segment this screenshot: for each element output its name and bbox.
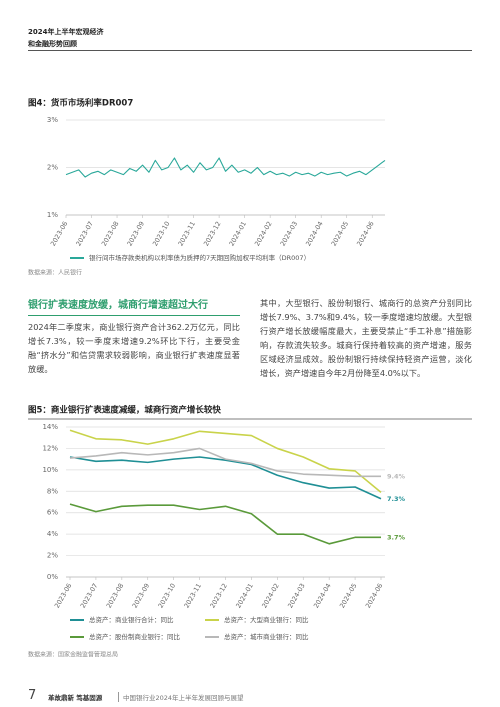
x-tick-label: 2024-03 — [286, 582, 307, 610]
series-line — [69, 503, 381, 545]
x-tick-label: 2023-09 — [126, 220, 147, 248]
x-tick-label: 2023-09 — [131, 582, 152, 610]
section-heading: 银行扩表速度放缓，城商行增速超过大行 — [28, 296, 240, 316]
header-line1: 2024年上半年宏观经济 — [28, 28, 104, 36]
chart-bank-assets: 图5：商业银行扩表速度减缓，城商行资产增长较快 数据来源：国家金融监督管理总局 … — [28, 405, 472, 659]
x-tick-label: 2024-05 — [338, 582, 359, 610]
series-line — [69, 456, 382, 500]
footer-slogan: 革故鼎新 笃基固源 — [48, 694, 103, 702]
x-tick-label: 2024-02 — [260, 582, 281, 610]
source-note: 数据来源：国家金融监督管理总局 — [28, 651, 118, 659]
legend-label: 总资产：股份制商业银行：同比 — [89, 632, 181, 641]
y-tick-label: 8% — [47, 487, 58, 495]
series-line — [69, 447, 381, 478]
y-tick-label: 4% — [47, 530, 58, 538]
x-tick-label: 2023-11 — [183, 582, 204, 610]
footer-title: 中国银行业2024年上半年发展回顾与展望 — [118, 692, 244, 702]
y-tick-label: 1% — [47, 211, 58, 219]
x-tick-label: 2023-11 — [177, 220, 198, 248]
x-tick-label: 2024-06 — [364, 582, 385, 610]
x-tick-label: 2023-07 — [74, 220, 95, 248]
x-tick-label: 2024-04 — [304, 220, 325, 248]
series-line — [65, 157, 386, 178]
paragraph: 2024年二季度末，商业银行资产合计362.2万亿元，同比增长7.3%，较一季度… — [28, 322, 240, 374]
x-tick-label: 2024-04 — [312, 582, 333, 610]
paragraph: 其中，大型银行、股份制银行、城商行的总资产分别同比增长7.9%、3.7%和9.4… — [260, 298, 472, 378]
chart-title: 图4：货币市场利率DR007 — [28, 98, 133, 109]
y-tick-label: 2% — [47, 164, 58, 172]
header-rule — [28, 50, 472, 51]
y-tick-label: 10% — [42, 466, 58, 474]
y-tick-label: 6% — [47, 509, 58, 517]
legend-label: 银行间市场存款类机构以利率债为质押的7天期回购加权平均利率（DR007） — [89, 253, 310, 262]
x-tick-label: 2024-06 — [355, 220, 376, 248]
x-tick-label: 2023-06 — [53, 582, 74, 610]
x-tick-label: 2023-10 — [157, 582, 178, 610]
y-tick-label: 0% — [47, 573, 58, 581]
value-label: 9.4% — [387, 472, 406, 480]
x-tick-label: 2023-07 — [79, 582, 100, 610]
x-tick-label: 2023-10 — [151, 220, 172, 248]
x-tick-label: 2024-01 — [228, 220, 249, 248]
source-note: 数据来源：人民银行 — [28, 269, 82, 277]
x-tick-label: 2023-12 — [202, 220, 223, 248]
x-tick-label: 2024-03 — [279, 220, 300, 248]
y-tick-label: 2% — [47, 552, 58, 560]
chart-dr007: 图4：货币市场利率DR007 数据来源：人民银行 1%2%3%2023-06 20… — [28, 98, 386, 277]
series-line — [69, 429, 382, 493]
x-tick-label: 2024-01 — [234, 582, 255, 610]
header-line2: 和金融形势回顾 — [28, 40, 77, 48]
x-tick-label: 2024-05 — [330, 220, 351, 248]
value-label: 7.3% — [387, 495, 406, 503]
x-tick-label: 2023-08 — [100, 220, 121, 248]
value-label: 3.7% — [387, 533, 406, 541]
x-tick-label: 2024-02 — [253, 220, 274, 248]
y-tick-label: 14% — [42, 423, 58, 431]
chart-title: 图5：商业银行扩表速度减缓，城商行资产增长较快 — [28, 405, 221, 416]
y-tick-label: 12% — [42, 444, 58, 452]
legend-label: 总资产：城市商业银行：同比 — [224, 632, 309, 641]
page-number: 7 — [28, 688, 37, 703]
legend-label: 总资产：商业银行合计：同比 — [89, 615, 174, 624]
legend-label: 总资产：大型商业银行：同比 — [224, 615, 309, 624]
x-tick-label: 2023-12 — [208, 582, 229, 610]
x-tick-label: 2023-06 — [49, 220, 70, 248]
y-tick-label: 3% — [47, 116, 58, 124]
x-tick-label: 2023-08 — [105, 582, 126, 610]
